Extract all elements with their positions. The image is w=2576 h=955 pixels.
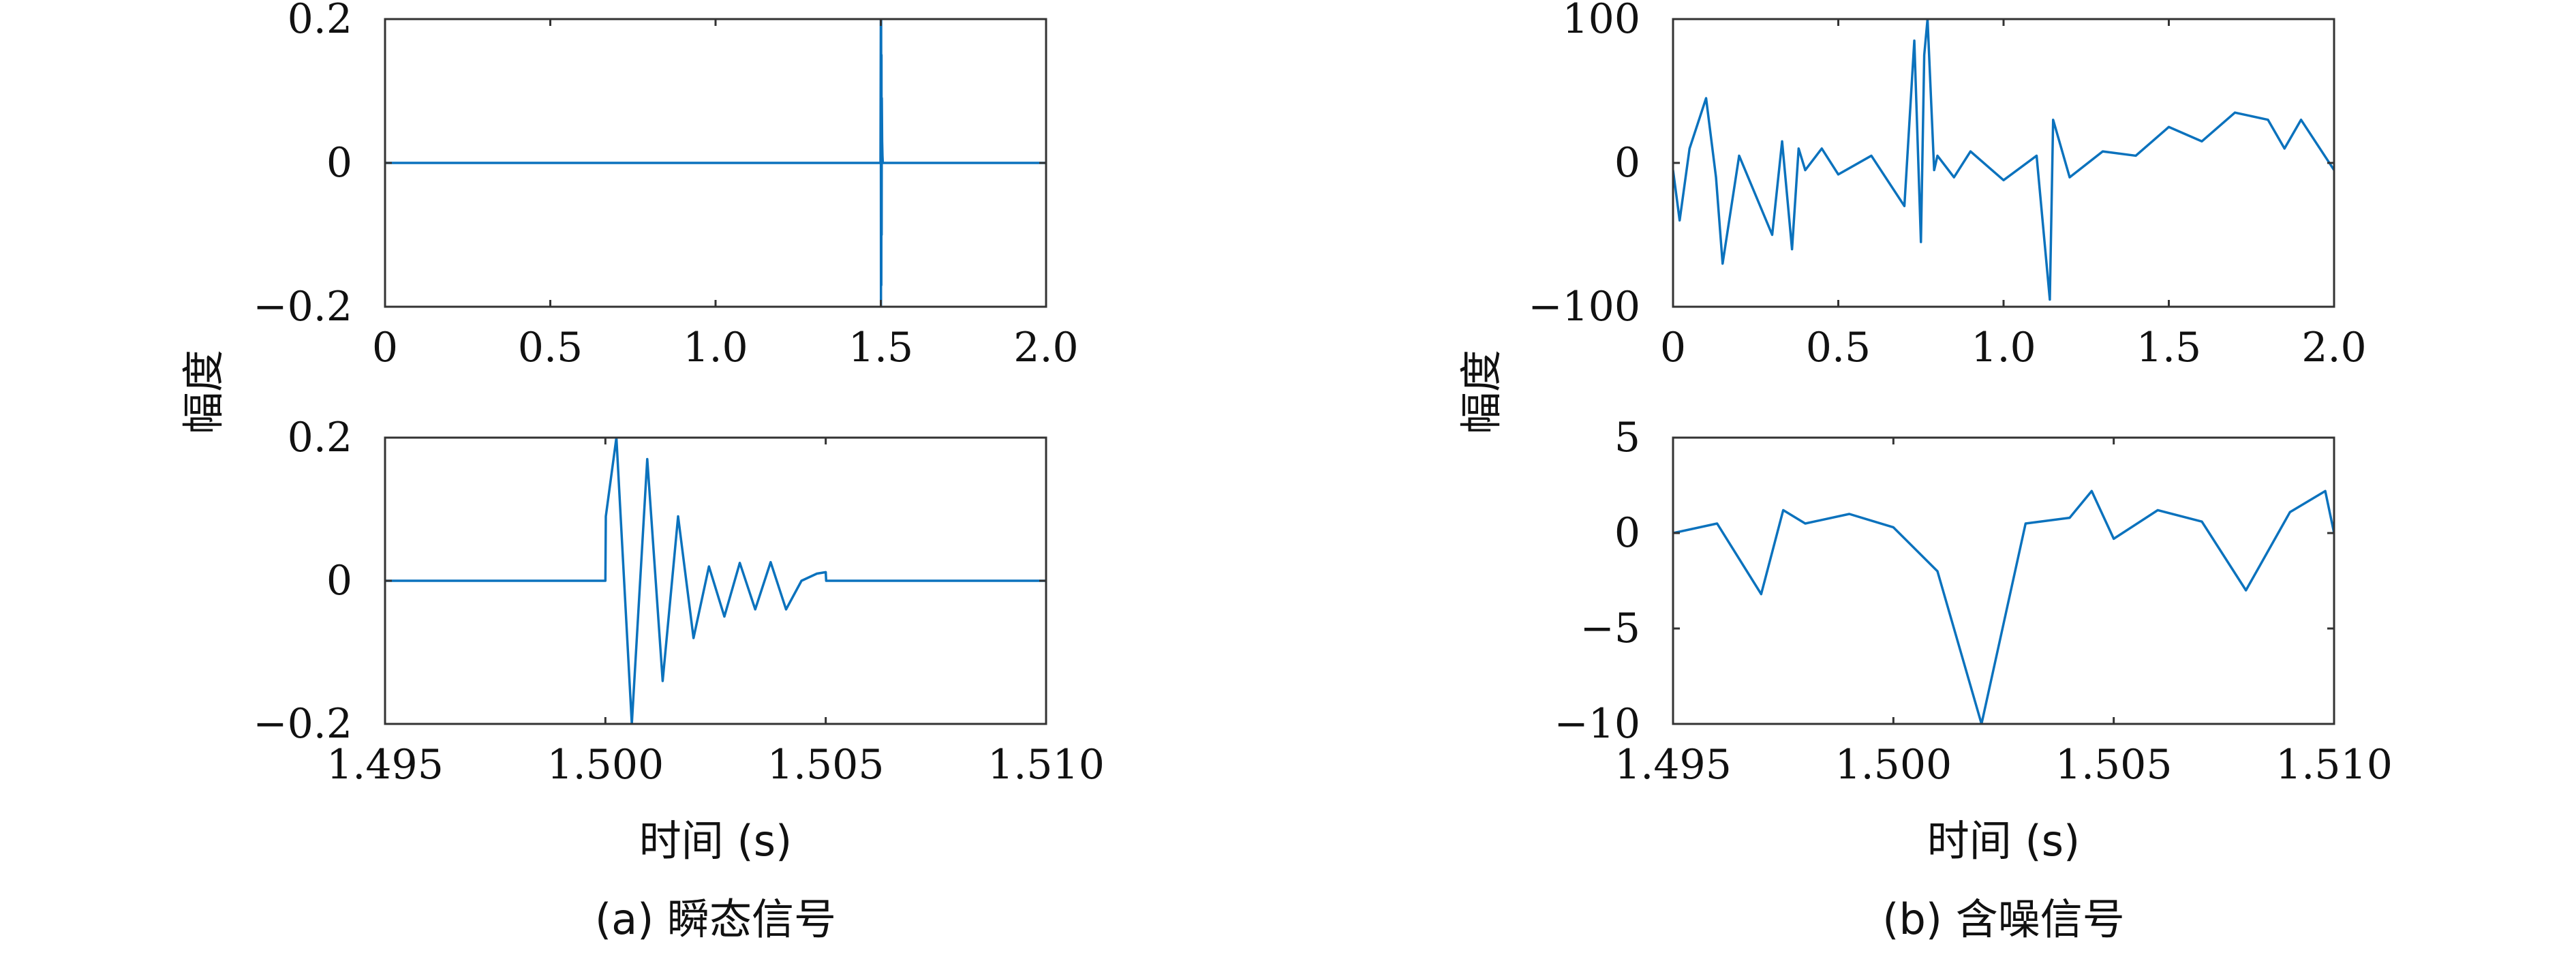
x-axis-label: 时间 (s): [639, 816, 792, 866]
y-tick-label: 0: [1614, 139, 1640, 187]
series-line: [1673, 489, 2334, 724]
x-axis-label: 时间 (s): [1927, 816, 2080, 866]
x-tick-label: 1.500: [547, 741, 664, 789]
x-tick-label: 0: [372, 324, 398, 372]
x-tick-label: 1.510: [2275, 741, 2393, 789]
y-tick-label: 0: [326, 557, 352, 605]
x-tick-label: 1.495: [326, 741, 444, 789]
x-tick-label: 1.0: [1971, 324, 2036, 372]
x-tick-label: 2.0: [1013, 324, 1078, 372]
y-tick-label: 0.2: [288, 0, 352, 43]
panel-caption: (a) 瞬态信号: [595, 894, 836, 944]
x-tick-label: 1.495: [1614, 741, 1732, 789]
subplot-bottom: 1.495 1.500 1.505 1.510 −0.2 0 0.2: [253, 414, 1105, 789]
x-tick-label: 1.505: [767, 741, 885, 789]
y-axis-label: 幅度: [179, 350, 228, 434]
y-tick-label: 0.2: [288, 414, 352, 461]
panel-caption: (b) 含噪信号: [1882, 894, 2124, 944]
panels: 0 0.5 1.0 1.5 2.0−0.200.21.495 1.500 1.505 1.51…: [179, 0, 2393, 944]
y-tick-label: −10: [1554, 700, 1640, 748]
y-tick-label: 0: [1614, 509, 1640, 557]
x-tick-label: 1.500: [1835, 741, 1952, 789]
y-tick-label: −0.2: [253, 283, 352, 331]
x-tick-label: 1.0: [683, 324, 748, 372]
plot-frame: [1672, 436, 2335, 725]
x-tick-label: 0.5: [518, 324, 583, 372]
series-line: [1673, 19, 2334, 301]
x-tick-label: 2.0: [2301, 324, 2366, 372]
subplot-top: 0 0.5 1.0 1.5 2.0 −100 0 100: [1528, 0, 2367, 372]
x-tick-label: 0.5: [1806, 324, 1871, 372]
x-tick-label: 1.5: [2136, 324, 2201, 372]
plot-frame: [1672, 18, 2335, 308]
y-tick-label: −5: [1580, 605, 1640, 652]
y-axis-label: 幅度: [1456, 350, 1506, 434]
x-tick-label: 1.510: [987, 741, 1105, 789]
subplot-bottom: 1.495 1.500 1.505 1.510 −10 −5 0 5: [1554, 414, 2393, 789]
y-tick-label: 5: [1614, 414, 1640, 461]
subplot-top: 0 0.5 1.0 1.5 2.0 −0.2 0 0.2: [253, 0, 1078, 372]
y-tick-label: −0.2: [253, 700, 352, 748]
x-tick-label: 0: [1660, 324, 1686, 372]
series-line: [385, 438, 1046, 724]
y-tick-label: 100: [1562, 0, 1640, 43]
panel-a: 0 0.5 1.0 1.5 2.0 −0.2 0 0.2 1.495 1.500 1.505 1.51…: [179, 0, 1105, 944]
x-tick-label: 1.5: [848, 324, 913, 372]
x-tick-label: 1.505: [2055, 741, 2173, 789]
series-line: [385, 19, 1046, 307]
y-tick-label: 0: [326, 139, 352, 187]
y-tick-label: −100: [1528, 283, 1640, 331]
